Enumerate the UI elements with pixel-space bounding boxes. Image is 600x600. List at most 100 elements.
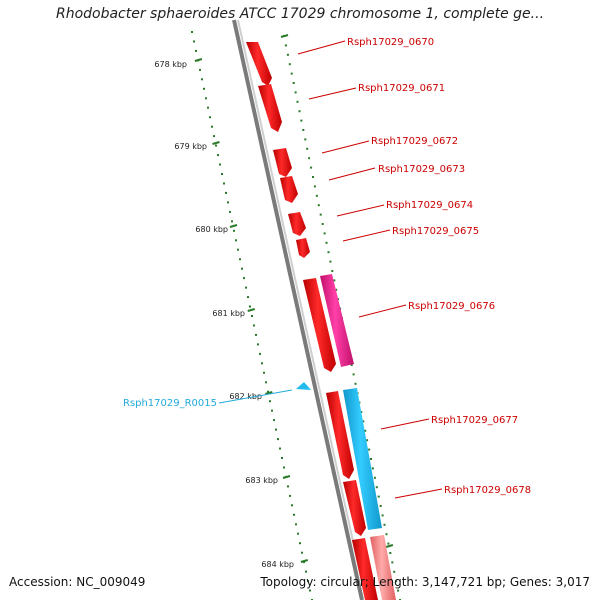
ruler-major-tick: [385, 544, 394, 548]
ruler-minor-tick: [235, 239, 237, 242]
ruler-minor-tick: [379, 505, 382, 507]
feature-glyph-rsph17029-0677-a[interactable]: [326, 391, 354, 479]
sequence-summary: Topology: circular; Length: 3,147,721 bp…: [260, 575, 590, 589]
ruler-minor-tick: [263, 371, 265, 374]
feature-glyph-rsph17029-0674[interactable]: [288, 212, 306, 236]
feature-label[interactable]: Rsph17029_0670: [347, 37, 434, 48]
feature-label[interactable]: Rsph17029_0674: [386, 200, 473, 211]
ruler-minor-tick: [207, 106, 209, 109]
ruler-minor-tick: [271, 409, 273, 412]
ruler-minor-tick: [195, 49, 197, 52]
feature-glyph-next[interactable]: [352, 538, 378, 600]
ruler-major-tick: [282, 475, 291, 479]
ruler-minor-tick: [283, 466, 285, 469]
label-leaders: [218, 40, 443, 499]
ruler-minor-tick: [385, 533, 388, 536]
feature-label[interactable]: Rsph17029_R0015: [123, 398, 217, 409]
ruler-major-tick: [194, 58, 203, 62]
ruler-minor-tick: [243, 277, 245, 280]
feature-label[interactable]: Rsph17029_0675: [392, 226, 479, 237]
feature-label[interactable]: Rsph17029_0673: [378, 164, 465, 175]
ruler-major-tick: [229, 224, 238, 228]
ruler-minor-tick: [331, 270, 334, 272]
ruler-minor-tick: [211, 125, 213, 128]
ruler-labels: 678 kbp 679 kbp 680 kbp 681 kbp 682 kbp …: [154, 60, 294, 569]
ruler-minor-tick: [329, 260, 332, 263]
ruler-minor-tick: [241, 267, 243, 270]
feature-glyph-rsph17029-0676[interactable]: [320, 274, 354, 367]
feature-label[interactable]: Rsph17029_0678: [444, 485, 531, 496]
ruler-minor-tick: [352, 373, 355, 376]
feature-label[interactable]: Rsph17029_0677: [431, 415, 518, 426]
ruler-minor-tick: [375, 486, 378, 489]
ruler-minor-tick: [255, 333, 257, 336]
ruler-minor-tick: [312, 176, 314, 178]
ruler-minor-tick: [275, 428, 277, 431]
feature-glyph-rsph17029-0676-a[interactable]: [303, 278, 336, 372]
ruler-minor-tick: [205, 97, 207, 100]
ruler-minor-tick: [289, 494, 291, 497]
ruler-minor-tick: [315, 194, 318, 197]
ruler-minor-tick: [217, 154, 219, 157]
ruler-major-tick: [280, 34, 289, 38]
ruler-minor-tick: [327, 251, 330, 254]
feature-track: [246, 42, 396, 600]
feature-glyph-rsph17029-0672[interactable]: [273, 148, 292, 177]
ruler-minor-tick: [296, 100, 299, 103]
feature-glyph-rsph17029-0671[interactable]: [258, 84, 282, 132]
backbone: [232, 19, 367, 600]
ruler-minor-tick: [323, 232, 326, 235]
ruler-minor-tick: [290, 72, 293, 75]
ruler-minor-tick: [354, 382, 357, 385]
ruler-minor-tick: [229, 210, 231, 213]
feature-glyph-next-pink[interactable]: [370, 535, 396, 600]
feature-glyph-rsph17029-0673[interactable]: [280, 176, 298, 203]
ruler-minor-tick: [371, 467, 374, 470]
ruler-major-tick: [265, 391, 273, 395]
ruler-minor-tick: [293, 513, 295, 516]
ruler-minor-tick: [223, 182, 225, 185]
ruler-minor-tick: [391, 561, 394, 564]
ruler-minor-tick: [308, 157, 311, 160]
ruler-minor-tick: [292, 82, 295, 84]
ruler-minor-tick: [397, 589, 400, 592]
ruler-minor-tick: [313, 185, 316, 188]
ruler-minor-tick: [233, 229, 235, 232]
feature-glyph-rsph17029-0677[interactable]: [343, 388, 382, 530]
ruler-minor-tick: [302, 129, 305, 131]
ruler-major-tick: [300, 559, 309, 563]
ruler-minor-tick: [381, 514, 384, 517]
ruler-minor-tick: [237, 248, 239, 251]
feature-label[interactable]: Rsph17029_0671: [358, 83, 445, 94]
ruler-tick-label: 682 kbp: [229, 392, 262, 401]
ruler-major-tick: [212, 141, 220, 145]
ruler-minor-tick: [387, 542, 390, 545]
ruler-minor-tick: [277, 438, 279, 441]
feature-label[interactable]: Rsph17029_0672: [371, 136, 458, 147]
ruler-minor-tick: [201, 78, 203, 81]
ruler-minor-tick: [273, 419, 275, 422]
ruler-minor-tick: [288, 63, 291, 66]
ruler-tick-label: 683 kbp: [245, 476, 278, 485]
ruler-minor-tick: [286, 53, 289, 56]
ruler-minor-tick: [267, 390, 269, 393]
feature-glyph-rsph17029-0678[interactable]: [343, 480, 366, 536]
ruler-minor-tick: [261, 362, 263, 365]
feature-glyph-rsph17029-0670[interactable]: [246, 42, 272, 86]
ruler-minor-tick: [309, 589, 311, 592]
ruler-minor-tick: [215, 144, 217, 147]
ruler-minor-tick: [259, 352, 261, 355]
ruler-minor-tick: [227, 201, 229, 204]
ruler-minor-tick: [231, 220, 233, 223]
ruler-minor-tick: [298, 110, 301, 113]
ruler-minor-tick: [393, 570, 396, 573]
ruler-minor-tick: [225, 191, 227, 194]
feature-glyph-rsph17029-r0015[interactable]: [296, 382, 311, 390]
ruler-minor-tick: [219, 163, 221, 166]
ruler-minor-tick: [297, 532, 299, 535]
feature-label[interactable]: Rsph17029_0676: [408, 301, 495, 312]
ruler-minor-tick: [304, 138, 307, 141]
feature-glyph-rsph17029-0675[interactable]: [296, 238, 310, 258]
ruler-tick-label: 681 kbp: [212, 309, 245, 318]
